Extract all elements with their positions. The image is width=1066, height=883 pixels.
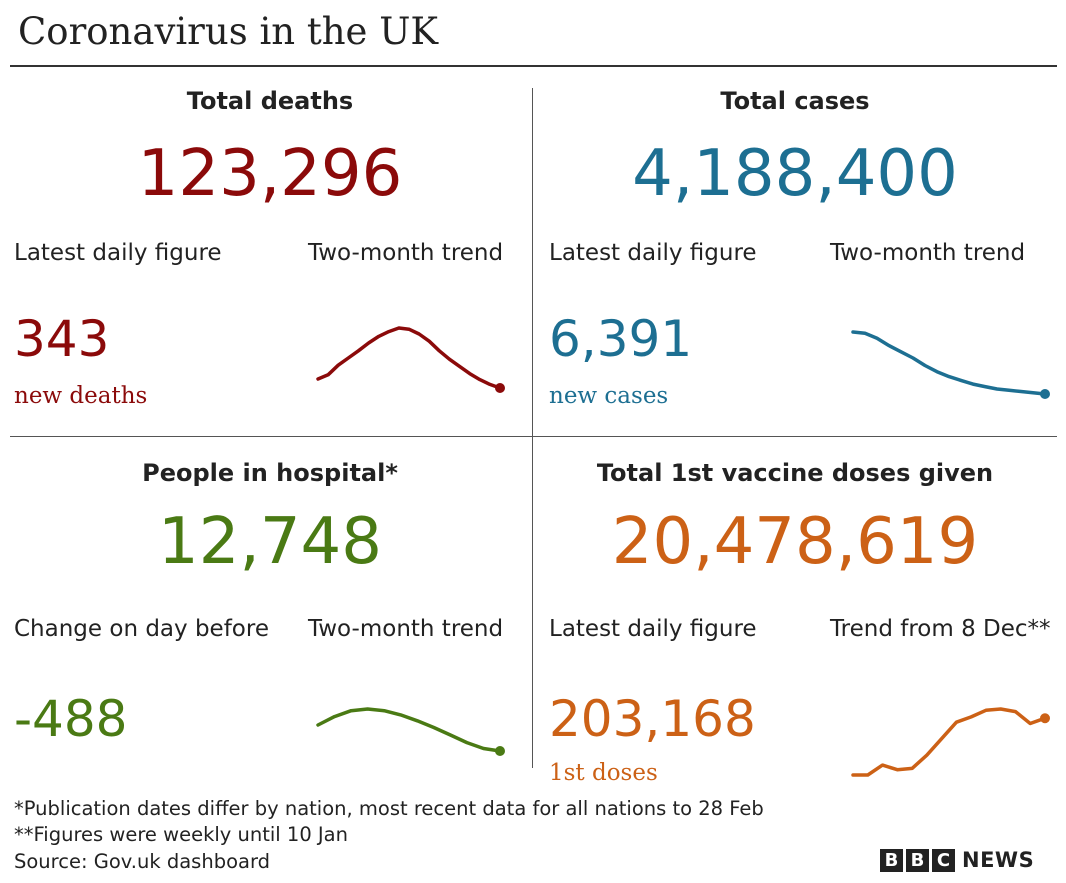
vaccine-latest-value: 203,168 bbox=[549, 690, 756, 748]
hospital-trend-endpoint bbox=[495, 746, 505, 756]
cases-total: 4,188,400 bbox=[632, 137, 958, 211]
deaths-trend-line bbox=[316, 326, 502, 390]
horizontal-divider bbox=[10, 436, 1057, 437]
hospital-latest-value: -488 bbox=[14, 690, 128, 748]
deaths-title: Total deaths bbox=[186, 87, 354, 115]
vertical-divider bbox=[532, 88, 533, 768]
deaths-latest-label: Latest daily figure bbox=[14, 240, 222, 266]
bbc-news-logo: B B C NEWS bbox=[880, 848, 1034, 872]
cases-latest-unit: new cases bbox=[549, 383, 669, 409]
vaccine-total: 20,478,619 bbox=[611, 505, 979, 579]
deaths-latest-value: 343 bbox=[14, 310, 110, 368]
deaths-trend-chart bbox=[316, 326, 505, 393]
footnote-weekly: **Figures were weekly until 10 Jan bbox=[14, 823, 348, 846]
vaccine-trend-endpoint bbox=[1040, 713, 1050, 724]
cases-latest-value: 6,391 bbox=[549, 310, 693, 368]
logo-word: NEWS bbox=[962, 848, 1035, 872]
deaths-total: 123,296 bbox=[137, 137, 403, 211]
logo-letter: B bbox=[906, 848, 929, 872]
cases-trend-endpoint bbox=[1040, 389, 1050, 399]
footnote-source: Source: Gov.uk dashboard bbox=[14, 850, 271, 873]
cases-trend-line bbox=[851, 330, 1047, 396]
page-title: Coronavirus in the UK bbox=[18, 10, 439, 53]
hospital-trend-line bbox=[316, 707, 502, 753]
hospital-title: People in hospital* bbox=[142, 459, 398, 487]
hospital-total: 12,748 bbox=[158, 505, 382, 579]
deaths-trend-endpoint bbox=[495, 383, 505, 393]
vaccine-trend-line bbox=[851, 707, 1047, 777]
vaccine-trend-chart bbox=[851, 707, 1050, 777]
vaccine-latest-label: Latest daily figure bbox=[549, 616, 757, 642]
title-divider bbox=[10, 65, 1057, 67]
logo-letter: B bbox=[880, 848, 903, 872]
deaths-trend-label: Two-month trend bbox=[308, 240, 504, 266]
cases-latest-label: Latest daily figure bbox=[549, 240, 757, 266]
vaccine-trend-label: Trend from 8 Dec** bbox=[830, 616, 1051, 642]
cases-trend-label: Two-month trend bbox=[830, 240, 1026, 266]
deaths-latest-unit: new deaths bbox=[14, 383, 148, 409]
cases-trend-chart bbox=[851, 330, 1050, 399]
logo-letter: C bbox=[932, 848, 955, 872]
vaccine-title: Total 1st vaccine doses given bbox=[596, 459, 994, 487]
footnote-publication: *Publication dates differ by nation, mos… bbox=[14, 797, 764, 820]
hospital-latest-label: Change on day before bbox=[14, 616, 269, 642]
hospital-trend-label: Two-month trend bbox=[308, 616, 504, 642]
hospital-trend-chart bbox=[316, 707, 505, 756]
cases-title: Total cases bbox=[720, 87, 870, 115]
vaccine-latest-unit: 1st doses bbox=[549, 760, 658, 786]
